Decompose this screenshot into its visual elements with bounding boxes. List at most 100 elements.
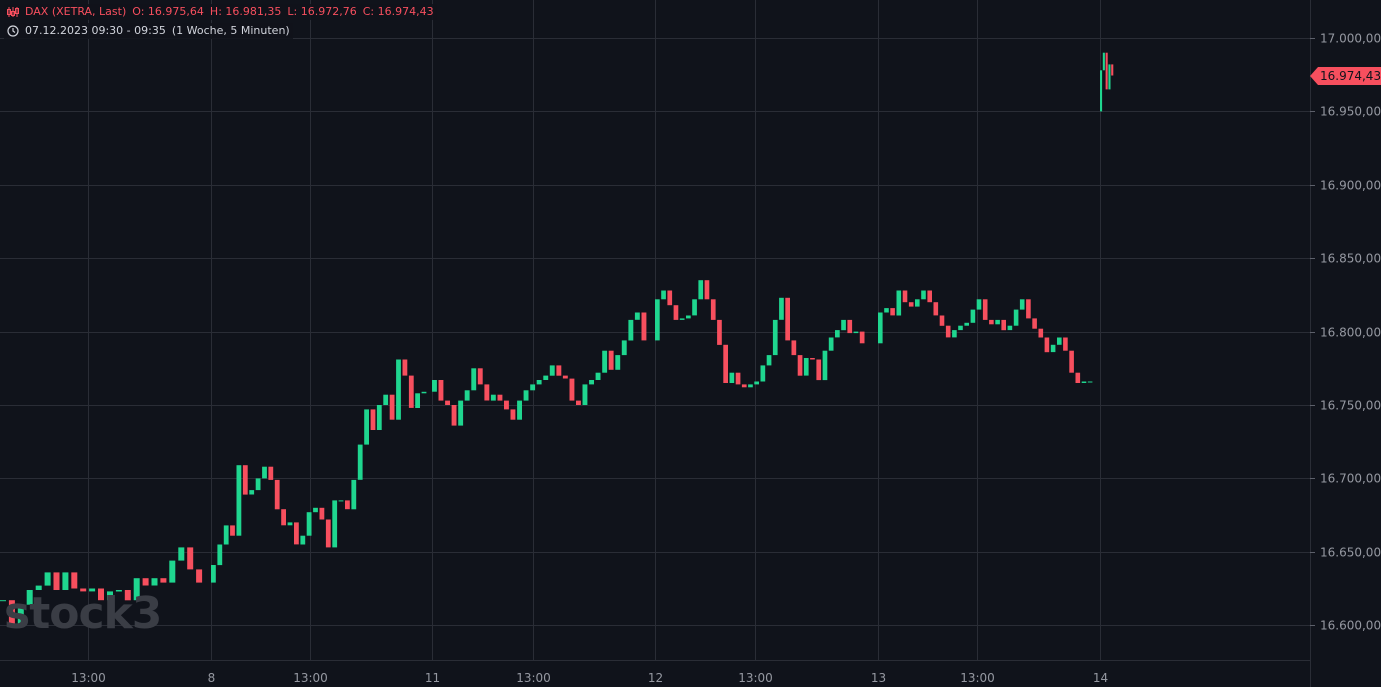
candle-up (921, 290, 926, 300)
x-tick-label: 13:00 (516, 671, 551, 685)
candle-up (853, 331, 859, 334)
symbol-label: DAX (XETRA, Last) (25, 5, 127, 18)
candle-up (432, 380, 437, 392)
candle-down (902, 290, 908, 303)
x-tick-label: 8 (208, 671, 216, 685)
candle-up (217, 544, 223, 566)
candle-up (602, 350, 608, 373)
candle-down (989, 319, 994, 325)
time-range: 07.12.2023 09:30 - 09:35 (25, 24, 166, 37)
candle-up (530, 384, 536, 391)
candle-down (408, 375, 414, 408)
candle-down (445, 400, 450, 405)
candle-down (717, 319, 722, 345)
candle-up (458, 400, 464, 426)
candle-up (1100, 70, 1103, 112)
candle-up (760, 365, 766, 382)
candle-down (791, 340, 797, 356)
candle-up (133, 578, 140, 601)
open-value: O: 16.975,64 (132, 5, 204, 18)
candle-down (735, 372, 741, 385)
candle-up (471, 368, 477, 391)
candle-up (364, 409, 369, 445)
candle-up (729, 372, 735, 383)
candle-up (262, 466, 267, 479)
candle-up (62, 572, 69, 590)
candle-down (982, 299, 988, 320)
candle-down (196, 569, 203, 583)
candle-up (1007, 325, 1013, 331)
candle-up (89, 588, 96, 592)
candle-down (785, 297, 790, 341)
candle-down (274, 479, 280, 510)
candle-up (236, 465, 242, 536)
candle-up (376, 405, 382, 430)
candle-down (484, 384, 490, 401)
candle-down (497, 394, 503, 401)
time-axis[interactable]: 13:00 8 13:00 11 13:00 12 13:00 13 13:00 14 (71, 671, 1108, 685)
candle-up (26, 590, 33, 605)
y-tick-label: 16.700,00 (1320, 472, 1381, 486)
candle-up (464, 390, 470, 401)
candle-up (300, 535, 306, 545)
candle-up (396, 359, 401, 420)
candle-up (822, 350, 828, 381)
candle-up (589, 380, 594, 385)
candle-up (255, 478, 261, 491)
candle-up (835, 330, 840, 338)
candle-up (0, 600, 6, 602)
candle-down (510, 409, 516, 420)
clock-icon (7, 25, 19, 37)
candle-down (98, 588, 104, 601)
candle-up (595, 372, 601, 380)
candle-up (313, 507, 318, 513)
candle-up (841, 319, 846, 331)
candle-down (1032, 318, 1037, 329)
candle-down (80, 588, 87, 592)
candle-down (569, 378, 575, 401)
x-tick-label: 14 (1093, 671, 1108, 685)
candle-down (933, 302, 939, 316)
candle-down (242, 465, 248, 495)
candle-up (1087, 381, 1093, 383)
candle-up (107, 591, 113, 601)
candle-down (816, 359, 822, 381)
x-tick-label: 13 (871, 671, 886, 685)
candle-up (415, 393, 420, 408)
candle-up (35, 585, 42, 590)
candle-up (1108, 64, 1111, 90)
candle-up (661, 290, 666, 300)
candle-down (562, 375, 568, 379)
candle-up (884, 308, 889, 313)
x-tick-label: 11 (425, 671, 440, 685)
candle-down (319, 507, 325, 520)
close-value: C: 16.974,43 (362, 5, 434, 18)
price-axis[interactable]: 16.600,00 16.650,00 16.700,00 16.750,00 16.8… (1310, 32, 1381, 633)
candle-down (710, 299, 716, 320)
candle-down (1038, 328, 1044, 338)
candle-up (17, 604, 24, 626)
candle-down (927, 290, 932, 303)
candle-up (686, 315, 691, 319)
candle-down (451, 405, 457, 426)
candle-up (169, 560, 176, 583)
candle-down (810, 358, 815, 360)
candle-up (249, 490, 255, 495)
high-value: H: 16.981,35 (209, 5, 282, 18)
candle-down (945, 325, 951, 338)
price-tag-arrow (1310, 67, 1318, 85)
candle-down (890, 308, 895, 316)
candle-up (306, 512, 312, 536)
candle-up (1081, 381, 1087, 383)
candle-up (421, 391, 427, 394)
candle-up (332, 500, 338, 548)
candle-up (1050, 344, 1056, 353)
x-tick-label: 13:00 (960, 671, 995, 685)
candle-up (223, 525, 229, 545)
candle-down (142, 578, 149, 586)
candle-down (859, 331, 865, 344)
low-value: L: 16.972,76 (287, 5, 357, 18)
candle-up (621, 340, 627, 356)
candle-up (1102, 52, 1105, 71)
